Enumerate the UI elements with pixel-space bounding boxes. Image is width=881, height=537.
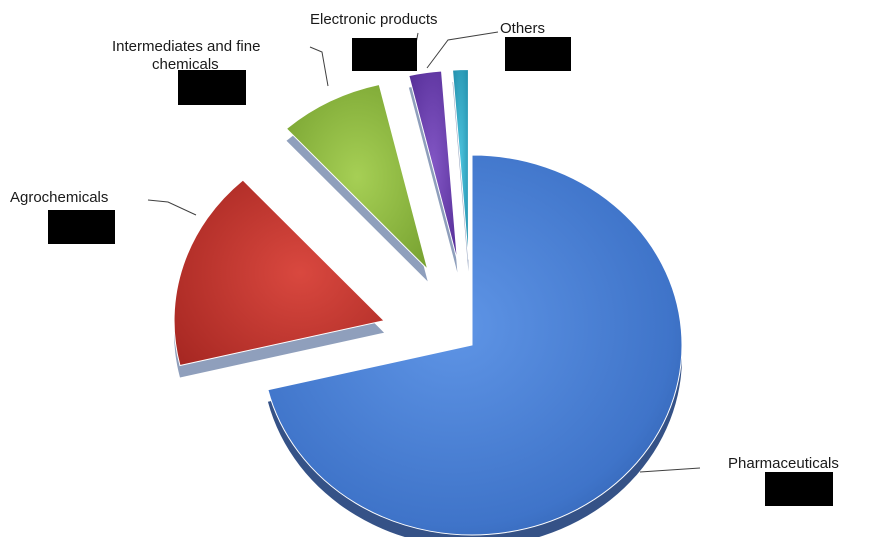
slice-label-electronic-products: Electronic products	[310, 11, 438, 28]
slice-intermediates-and-fine-chemicals	[285, 83, 429, 272]
slice-agrochemicals	[173, 179, 386, 367]
slice-label-intermediates-and-fine-chemicals: Intermediates and fine chemicals	[112, 38, 260, 73]
leader-line-agrochemicals	[147, 199, 197, 216]
redacted-value-intermediates-and-fine-chemicals	[178, 70, 246, 105]
redacted-value-others	[505, 37, 571, 71]
slice-label-pharmaceuticals: Pharmaceuticals	[728, 455, 839, 472]
redacted-value-electronic-products	[352, 38, 417, 71]
redacted-value-agrochemicals	[48, 210, 115, 244]
leader-line-others	[426, 31, 499, 69]
slice-label-others: Others	[500, 20, 545, 37]
slice-label-agrochemicals: Agrochemicals	[10, 189, 108, 206]
redacted-value-pharmaceuticals	[765, 472, 833, 506]
slice-pharmaceuticals	[267, 154, 683, 536]
leader-line-intermediates-and-fine-chemicals	[309, 46, 329, 87]
slice-others	[452, 69, 469, 260]
slice-electronic-products	[408, 70, 458, 261]
leader-line-pharmaceuticals	[639, 467, 701, 473]
